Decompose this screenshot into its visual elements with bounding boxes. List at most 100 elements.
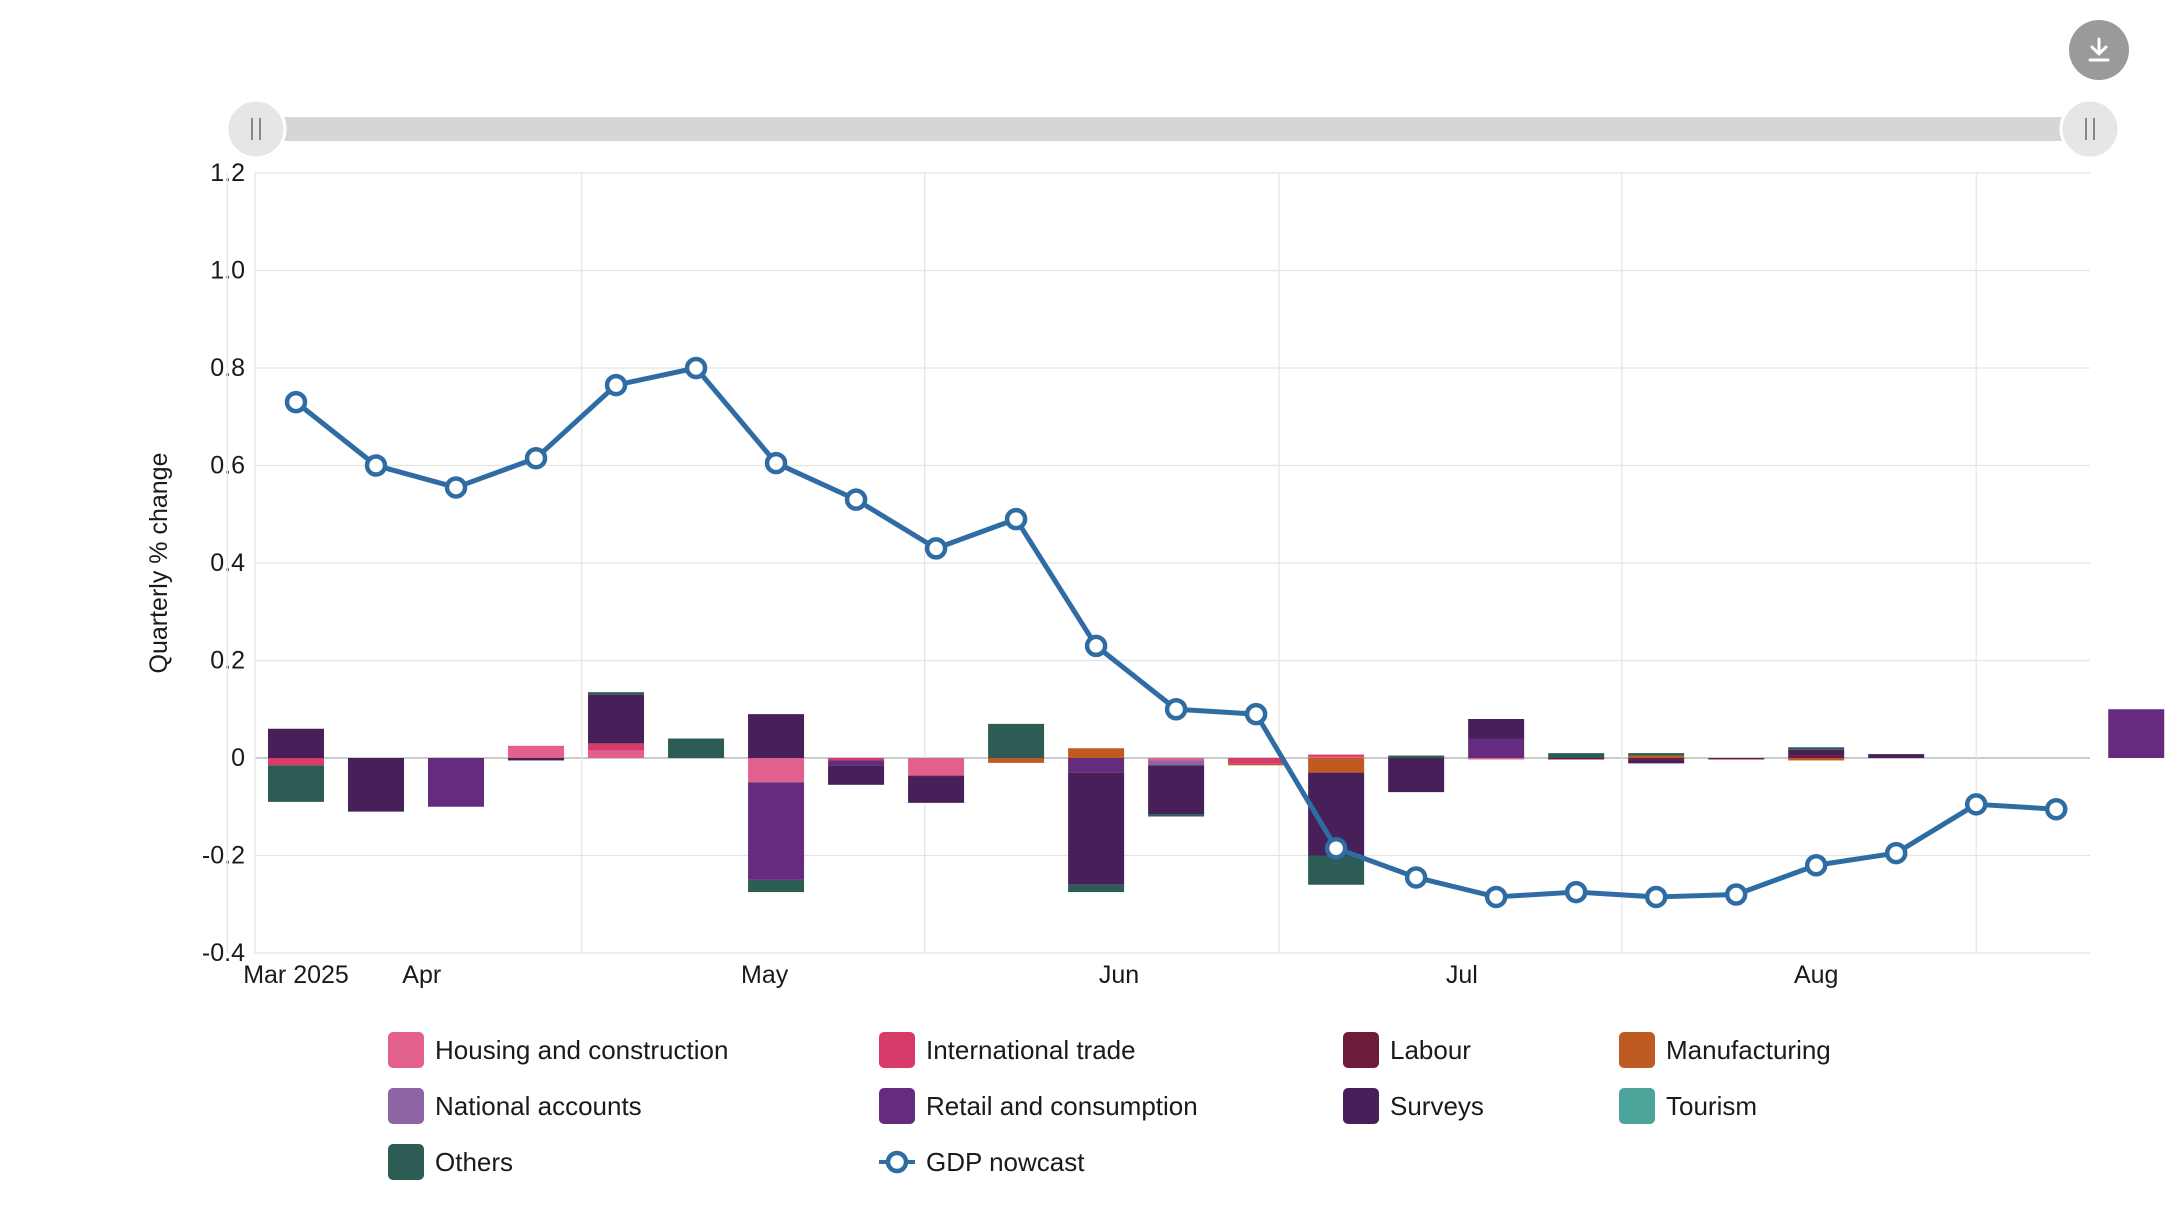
bar-segment[interactable] bbox=[1788, 755, 1845, 758]
bar-segment[interactable] bbox=[1788, 758, 1845, 761]
bar-segment[interactable] bbox=[1308, 758, 1365, 773]
bar-segment[interactable] bbox=[1628, 755, 1685, 758]
gdp-nowcast-point[interactable] bbox=[1244, 702, 1268, 726]
gdp-nowcast-point[interactable] bbox=[1484, 885, 1508, 909]
legend-label: Labour bbox=[1390, 1034, 1471, 1065]
legend-label: GDP nowcast bbox=[926, 1146, 1085, 1177]
legend-item[interactable]: Retail and consumption bbox=[879, 1086, 1198, 1126]
bar-segment[interactable] bbox=[1788, 749, 1845, 756]
gdp-nowcast-point[interactable] bbox=[1644, 885, 1668, 909]
legend-item[interactable]: Labour bbox=[1343, 1030, 1471, 1070]
bar-segment[interactable] bbox=[828, 765, 885, 785]
gdp-nowcast-point[interactable] bbox=[604, 373, 628, 397]
bar-segment[interactable] bbox=[1068, 772, 1125, 885]
bar-segment[interactable] bbox=[1708, 758, 1765, 760]
bar-segment[interactable] bbox=[1548, 758, 1605, 760]
gdp-nowcast-point[interactable] bbox=[1164, 698, 1188, 721]
gdp-nowcast-point[interactable] bbox=[284, 390, 308, 414]
bar-segment[interactable] bbox=[908, 758, 965, 776]
bar-segment[interactable] bbox=[748, 714, 805, 758]
bar-segment[interactable] bbox=[268, 758, 324, 766]
bar-segment[interactable] bbox=[668, 738, 725, 759]
range-slider-end-handle[interactable] bbox=[2059, 98, 2121, 160]
gdp-nowcast-point[interactable] bbox=[1324, 836, 1348, 860]
bar-segment[interactable] bbox=[588, 692, 645, 695]
bar-segment[interactable] bbox=[1468, 758, 1525, 760]
bar-segment[interactable] bbox=[1148, 758, 1205, 761]
bar-segment[interactable] bbox=[1068, 748, 1125, 758]
gdp-nowcast-point[interactable] bbox=[364, 454, 388, 477]
range-slider-start-handle[interactable] bbox=[225, 98, 287, 160]
bar-segment[interactable] bbox=[1628, 759, 1685, 764]
bar-segment[interactable] bbox=[1388, 755, 1445, 758]
legend-item[interactable]: Surveys bbox=[1343, 1086, 1484, 1126]
bar-segment[interactable] bbox=[1068, 884, 1125, 893]
bar-segment[interactable] bbox=[1148, 814, 1205, 817]
gdp-nowcast-point[interactable] bbox=[844, 488, 868, 511]
bar-segment[interactable] bbox=[828, 758, 885, 761]
download-button[interactable] bbox=[2069, 20, 2129, 80]
bar-segment[interactable] bbox=[268, 728, 324, 758]
legend-item[interactable]: Others bbox=[388, 1142, 513, 1182]
bar-segment[interactable] bbox=[1068, 758, 1125, 773]
gdp-nowcast-point[interactable] bbox=[1404, 866, 1428, 889]
bar-segment[interactable] bbox=[588, 750, 645, 758]
bar-segment[interactable] bbox=[1308, 754, 1365, 757]
bar-segment[interactable] bbox=[268, 765, 324, 802]
bar-segment[interactable] bbox=[1628, 758, 1685, 760]
gdp-nowcast-point[interactable] bbox=[1564, 880, 1588, 904]
x-tick-label: Jul bbox=[1446, 961, 1478, 989]
gdp-nowcast-point[interactable] bbox=[444, 476, 468, 499]
bar-segment[interactable] bbox=[1388, 758, 1445, 793]
gdp-nowcast-point[interactable] bbox=[1964, 793, 1988, 816]
legend-item[interactable]: Tourism bbox=[1619, 1086, 1757, 1126]
bar-segment[interactable] bbox=[1228, 758, 1285, 764]
gdp-nowcast-point[interactable] bbox=[524, 446, 548, 470]
bar-segment[interactable] bbox=[988, 723, 1045, 758]
bar-segment[interactable] bbox=[1228, 763, 1285, 766]
bar-segment[interactable] bbox=[1148, 760, 1205, 766]
bar-segment[interactable] bbox=[508, 745, 565, 758]
bar-segment[interactable] bbox=[1308, 855, 1365, 885]
bar-segment[interactable] bbox=[748, 758, 805, 783]
download-icon bbox=[2088, 37, 2110, 62]
gdp-nowcast-point[interactable] bbox=[1004, 507, 1028, 531]
bar-segment[interactable] bbox=[1468, 719, 1525, 739]
legend-item[interactable]: National accounts bbox=[388, 1086, 642, 1126]
gdp-nowcast-point[interactable] bbox=[924, 537, 948, 560]
bar-segment[interactable] bbox=[588, 694, 645, 744]
gdp-nowcast-point[interactable] bbox=[1084, 634, 1108, 658]
legend: Housing and construction International tr… bbox=[388, 1030, 1988, 1200]
bar-segment[interactable] bbox=[988, 758, 1045, 763]
bar-segment[interactable] bbox=[508, 758, 565, 761]
bar-segment[interactable] bbox=[828, 760, 885, 766]
legend-item[interactable]: Manufacturing bbox=[1619, 1030, 1831, 1070]
bar-segment[interactable] bbox=[908, 775, 965, 777]
gdp-nowcast-point[interactable] bbox=[1884, 841, 1908, 865]
bar-segment[interactable] bbox=[428, 758, 485, 807]
bar-segment[interactable] bbox=[1468, 738, 1525, 759]
gdp-nowcast-point[interactable] bbox=[1804, 854, 1828, 877]
bar-segment[interactable] bbox=[2108, 709, 2165, 758]
bar-segment[interactable] bbox=[1148, 765, 1205, 815]
bar-segment[interactable] bbox=[1788, 747, 1845, 750]
gdp-nowcast-point[interactable] bbox=[764, 451, 788, 475]
legend-item[interactable]: GDP nowcast bbox=[879, 1142, 1084, 1182]
gdp-nowcast-point[interactable] bbox=[684, 356, 708, 380]
x-tick-label: Mar 2025 bbox=[243, 961, 349, 989]
bar-segment[interactable] bbox=[348, 758, 405, 812]
bar-segment[interactable] bbox=[1628, 753, 1685, 756]
bar-segment[interactable] bbox=[1308, 756, 1365, 758]
legend-item[interactable]: Housing and construction bbox=[388, 1030, 728, 1070]
range-slider-track[interactable] bbox=[256, 117, 2090, 141]
bar-segment[interactable] bbox=[588, 743, 645, 751]
bar-segment[interactable] bbox=[1868, 754, 1925, 758]
gdp-nowcast-point[interactable] bbox=[2044, 797, 2068, 821]
y-tick-label: -0.2 bbox=[202, 842, 245, 870]
bar-segment[interactable] bbox=[748, 782, 805, 880]
gdp-nowcast-point[interactable] bbox=[1724, 883, 1748, 906]
bar-segment[interactable] bbox=[908, 776, 965, 803]
bar-segment[interactable] bbox=[1548, 753, 1605, 758]
legend-item[interactable]: International trade bbox=[879, 1030, 1136, 1070]
bar-segment[interactable] bbox=[748, 879, 805, 893]
